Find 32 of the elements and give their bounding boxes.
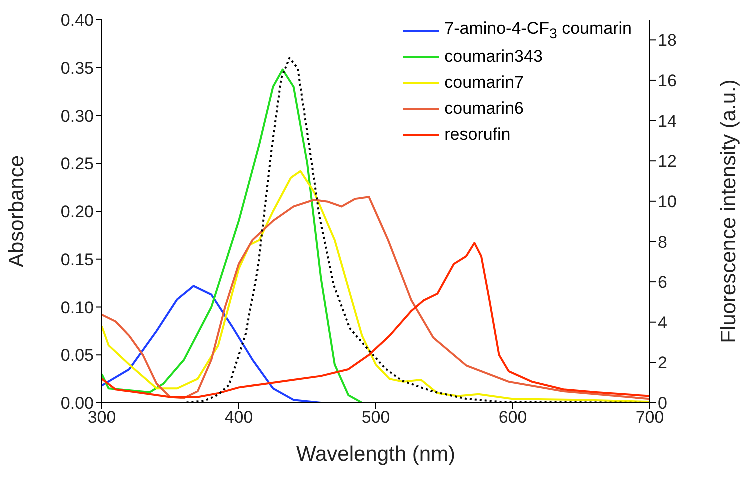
- y2-tick-label: 6: [658, 273, 668, 292]
- y2-tick-label: 2: [658, 354, 668, 373]
- x-tick-label: 400: [224, 408, 254, 428]
- y-tick-label: 0.25: [60, 154, 94, 174]
- y2-tick-label: 10: [658, 192, 677, 212]
- legend-label: coumarin7: [444, 73, 524, 93]
- y2-tick-label: 16: [658, 72, 677, 91]
- line-series: [102, 68, 364, 403]
- y2-tick-label: 14: [658, 112, 677, 131]
- line-series: [102, 242, 650, 398]
- legend-label: 7-amino-4-CF$_{3}$ coumarin: [444, 19, 632, 43]
- x-tick-label: 300: [88, 408, 116, 428]
- x-tick-label: 500: [362, 408, 390, 428]
- y-tick-label: 0.20: [60, 202, 94, 222]
- y-tick-label: 0.15: [60, 250, 94, 270]
- y2-tick-label: 18: [658, 31, 677, 50]
- legend-label: coumarin6: [444, 99, 524, 119]
- y-axis-title: Absorbance: [5, 155, 28, 268]
- y-tick-label: 0.10: [60, 298, 94, 318]
- y-tick-label: 0.35: [60, 58, 94, 78]
- y2-tick-label: 8: [658, 232, 668, 252]
- y-tick-label: 0.30: [60, 106, 94, 126]
- x-axis-title: Wavelength (nm): [296, 443, 456, 466]
- legend-label: resorufin: [444, 125, 511, 145]
- x-tick-label: 600: [498, 408, 528, 428]
- y-tick-label: 0.05: [60, 346, 94, 366]
- y-tick-label: 0.40: [60, 11, 94, 30]
- y2-tick-label: 4: [658, 313, 668, 332]
- y2-axis-title: Fluorescence intensity (a.u.): [717, 80, 740, 344]
- y2-tick-label: 12: [658, 152, 677, 172]
- legend-label: coumarin343: [444, 47, 543, 67]
- x-tick-label: 700: [636, 408, 664, 428]
